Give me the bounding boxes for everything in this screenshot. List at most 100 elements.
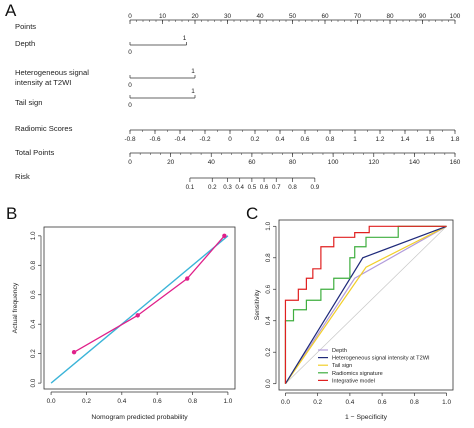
- calibration-reference-line: [50, 235, 229, 384]
- nomogram-risk-tick-label: 0.8: [288, 184, 297, 191]
- roc-y-axis-title: Sensitivity: [254, 289, 261, 320]
- nomogram-row-label: Heterogeneous signal: [15, 68, 89, 77]
- nomogram-tick-label: 40: [208, 159, 216, 166]
- nomogram-tick-label: 70: [354, 13, 362, 20]
- nomogram-tick-label: 20: [191, 13, 199, 20]
- roc-curve: [284, 225, 447, 385]
- calibration-x-tick-label: 0.2: [82, 398, 91, 405]
- nomogram-tick-label: 0.4: [276, 136, 285, 143]
- nomogram-row-label: Risk: [15, 172, 30, 181]
- nomogram-risk-tick-label: 0.2: [208, 184, 217, 191]
- calibration-x-tick-label: 0.4: [117, 398, 126, 405]
- nomogram-level-label: 0: [128, 49, 132, 56]
- nomogram-risk-tick-label: 0.1: [186, 184, 195, 191]
- roc-y-tick-label: 1.0: [265, 221, 272, 230]
- calibration-point: [135, 313, 140, 318]
- nomogram-level-label: 1: [183, 35, 187, 42]
- nomogram-tick-label: 60: [321, 13, 329, 20]
- nomogram-tick-label: 0.2: [251, 136, 260, 143]
- roc-legend-label: Tail sign: [332, 363, 352, 369]
- calibration-x-tick-label: 0.6: [153, 398, 162, 405]
- roc-curve: [284, 225, 447, 385]
- roc-diagonal-line: [285, 226, 447, 384]
- roc-legend-label: Integrative model: [332, 378, 375, 384]
- nomogram-tick-label: 0: [128, 13, 132, 20]
- nomogram-risk-tick-label: 0.4: [235, 184, 244, 191]
- nomogram-tick-label: 40: [256, 13, 264, 20]
- nomogram-level-label: 0: [128, 82, 132, 89]
- roc-x-tick-label: 0.0: [281, 399, 290, 406]
- calibration-point: [185, 276, 190, 281]
- nomogram-risk-tick-label: 0.6: [260, 184, 269, 191]
- roc-y-tick-label: 0.0: [265, 379, 272, 388]
- roc-plot-frame: [278, 219, 454, 391]
- nomogram-level-label: 1: [191, 88, 195, 95]
- nomogram-tick-label: 60: [248, 159, 256, 166]
- panel-b-letter: B: [6, 204, 17, 223]
- calibration-point: [71, 349, 77, 355]
- nomogram-row-label: Depth: [15, 39, 35, 48]
- nomogram-tick-label: 140: [409, 159, 420, 166]
- roc-y-tick-label: 0.6: [265, 284, 272, 293]
- nomogram-tick-label: 20: [167, 159, 175, 166]
- roc-x-tick-label: 0.4: [345, 399, 354, 406]
- nomogram-tick-label: 80: [386, 13, 394, 20]
- panel-c-letter: C: [246, 204, 258, 223]
- calibration-y-tick-label: 0.8: [30, 260, 37, 269]
- nomogram-tick-label: 100: [450, 13, 461, 20]
- roc-x-tick-label: 1.0: [442, 399, 451, 406]
- nomogram-tick-label: 50: [289, 13, 297, 20]
- panel-a-letter: A: [5, 1, 17, 20]
- nomogram-tick-label: 0.6: [301, 136, 310, 143]
- nomogram-row-label: Tail sign: [15, 98, 42, 107]
- nomogram-row-label: Total Points: [15, 148, 54, 157]
- calibration-x-tick-label: 0.8: [188, 398, 197, 405]
- calibration-x-axis-title: Nomogram predicted probability: [91, 414, 188, 421]
- roc-curve: [284, 225, 447, 385]
- nomogram-risk-tick-label: 0.9: [311, 184, 320, 191]
- calibration-chart: Nomogram predicted probability Actual fr…: [12, 226, 236, 421]
- nomogram-tick-label: 1.4: [401, 136, 410, 143]
- roc-y-tick-label: 0.2: [265, 347, 272, 356]
- nomogram-tick-label: -0.6: [149, 136, 160, 143]
- nomogram-row-label: Points: [15, 22, 36, 31]
- nomogram-risk-tick-label: 0.7: [272, 184, 281, 191]
- nomogram-risk-tick-label: 0.5: [248, 184, 257, 191]
- calibration-x-tick-label: 1.0: [223, 398, 232, 405]
- nomogram-row-label: intensity at T2WI: [15, 78, 71, 87]
- calibration-observed-line: [73, 235, 225, 353]
- nomogram-tick-label: 0.8: [326, 136, 335, 143]
- calibration-y-tick-label: 0.6: [30, 290, 37, 299]
- nomogram-level-label: 0: [128, 102, 132, 109]
- nomogram-tick-label: 30: [224, 13, 232, 20]
- nomogram-risk-tick-label: 0.3: [223, 184, 232, 191]
- roc-curve: [284, 225, 447, 384]
- roc-chart: 1 − Specificity Sensitivity 0.0 0.2 0.4 0.6…: [254, 219, 454, 421]
- nomogram-tick-label: -0.4: [174, 136, 185, 143]
- roc-curve: [284, 225, 447, 384]
- nomogram-tick-label: 1.6: [426, 136, 435, 143]
- calibration-x-tick-label: 0.0: [47, 398, 56, 405]
- nomogram-tick-label: -0.2: [199, 136, 210, 143]
- calibration-point: [222, 233, 227, 239]
- nomogram-tick-label: 0: [128, 159, 132, 166]
- roc-x-tick-label: 0.2: [313, 399, 322, 406]
- nomogram-tick-label: 100: [328, 159, 339, 166]
- roc-y-tick-label: 0.4: [265, 316, 272, 325]
- nomogram-tick-label: 80: [289, 159, 297, 166]
- nomogram-level-label: 1: [191, 68, 195, 75]
- nomogram-tick-label: 0: [228, 136, 232, 143]
- calibration-y-tick-label: 0.0: [30, 378, 37, 387]
- nomogram-tick-label: -0.8: [124, 136, 135, 143]
- calibration-plot-frame: [43, 226, 236, 390]
- nomogram-tick-label: 1: [353, 136, 357, 143]
- nomogram-tick-label: 120: [368, 159, 379, 166]
- roc-y-tick-label: 0.8: [265, 253, 272, 262]
- roc-x-axis-title: 1 − Specificity: [345, 414, 388, 421]
- roc-legend-label: Depth: [332, 348, 347, 354]
- calibration-y-axis-title: Actual frequency: [12, 282, 19, 333]
- roc-legend-label: Radiomics signature: [332, 371, 383, 377]
- calibration-y-tick-label: 0.2: [30, 349, 37, 358]
